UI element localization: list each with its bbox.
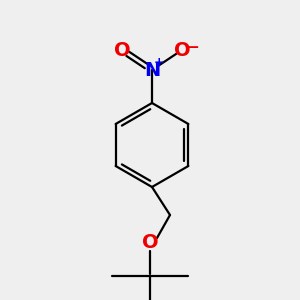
Text: O: O [142,233,158,253]
Text: +: + [154,56,164,70]
Text: N: N [144,61,160,80]
Text: −: − [187,40,200,55]
Text: O: O [114,40,130,59]
Text: O: O [174,40,190,59]
